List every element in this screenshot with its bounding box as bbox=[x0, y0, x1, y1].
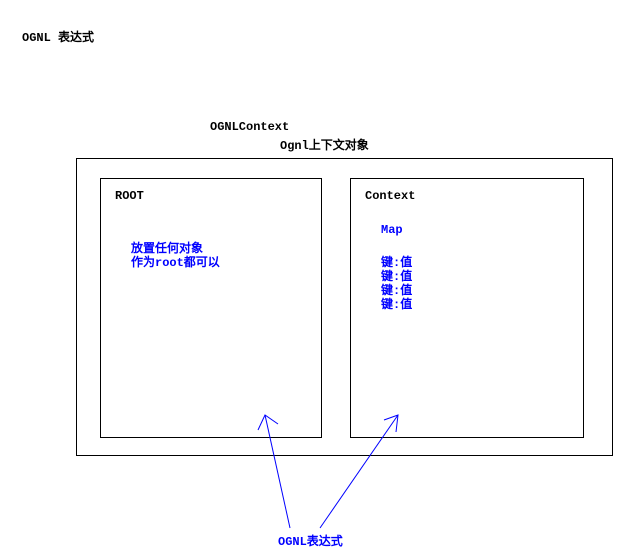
root-box-title: ROOT bbox=[115, 189, 144, 203]
root-box: ROOT 放置任何对象 作为root都可以 bbox=[100, 178, 322, 438]
context-class-label: OGNLContext bbox=[210, 120, 289, 134]
context-box-title: Context bbox=[365, 189, 415, 203]
context-map-label: Map bbox=[381, 223, 403, 237]
context-box: Context Map 键:值 键:值 键:值 键:值 bbox=[350, 178, 584, 438]
ognl-expression-label: OGNL表达式 bbox=[278, 532, 343, 549]
context-pair-3: 键:值 bbox=[381, 295, 412, 312]
root-box-desc-2: 作为root都可以 bbox=[131, 253, 220, 270]
page-title: OGNL 表达式 bbox=[22, 28, 94, 45]
context-object-label: Ognl上下文对象 bbox=[280, 136, 369, 153]
